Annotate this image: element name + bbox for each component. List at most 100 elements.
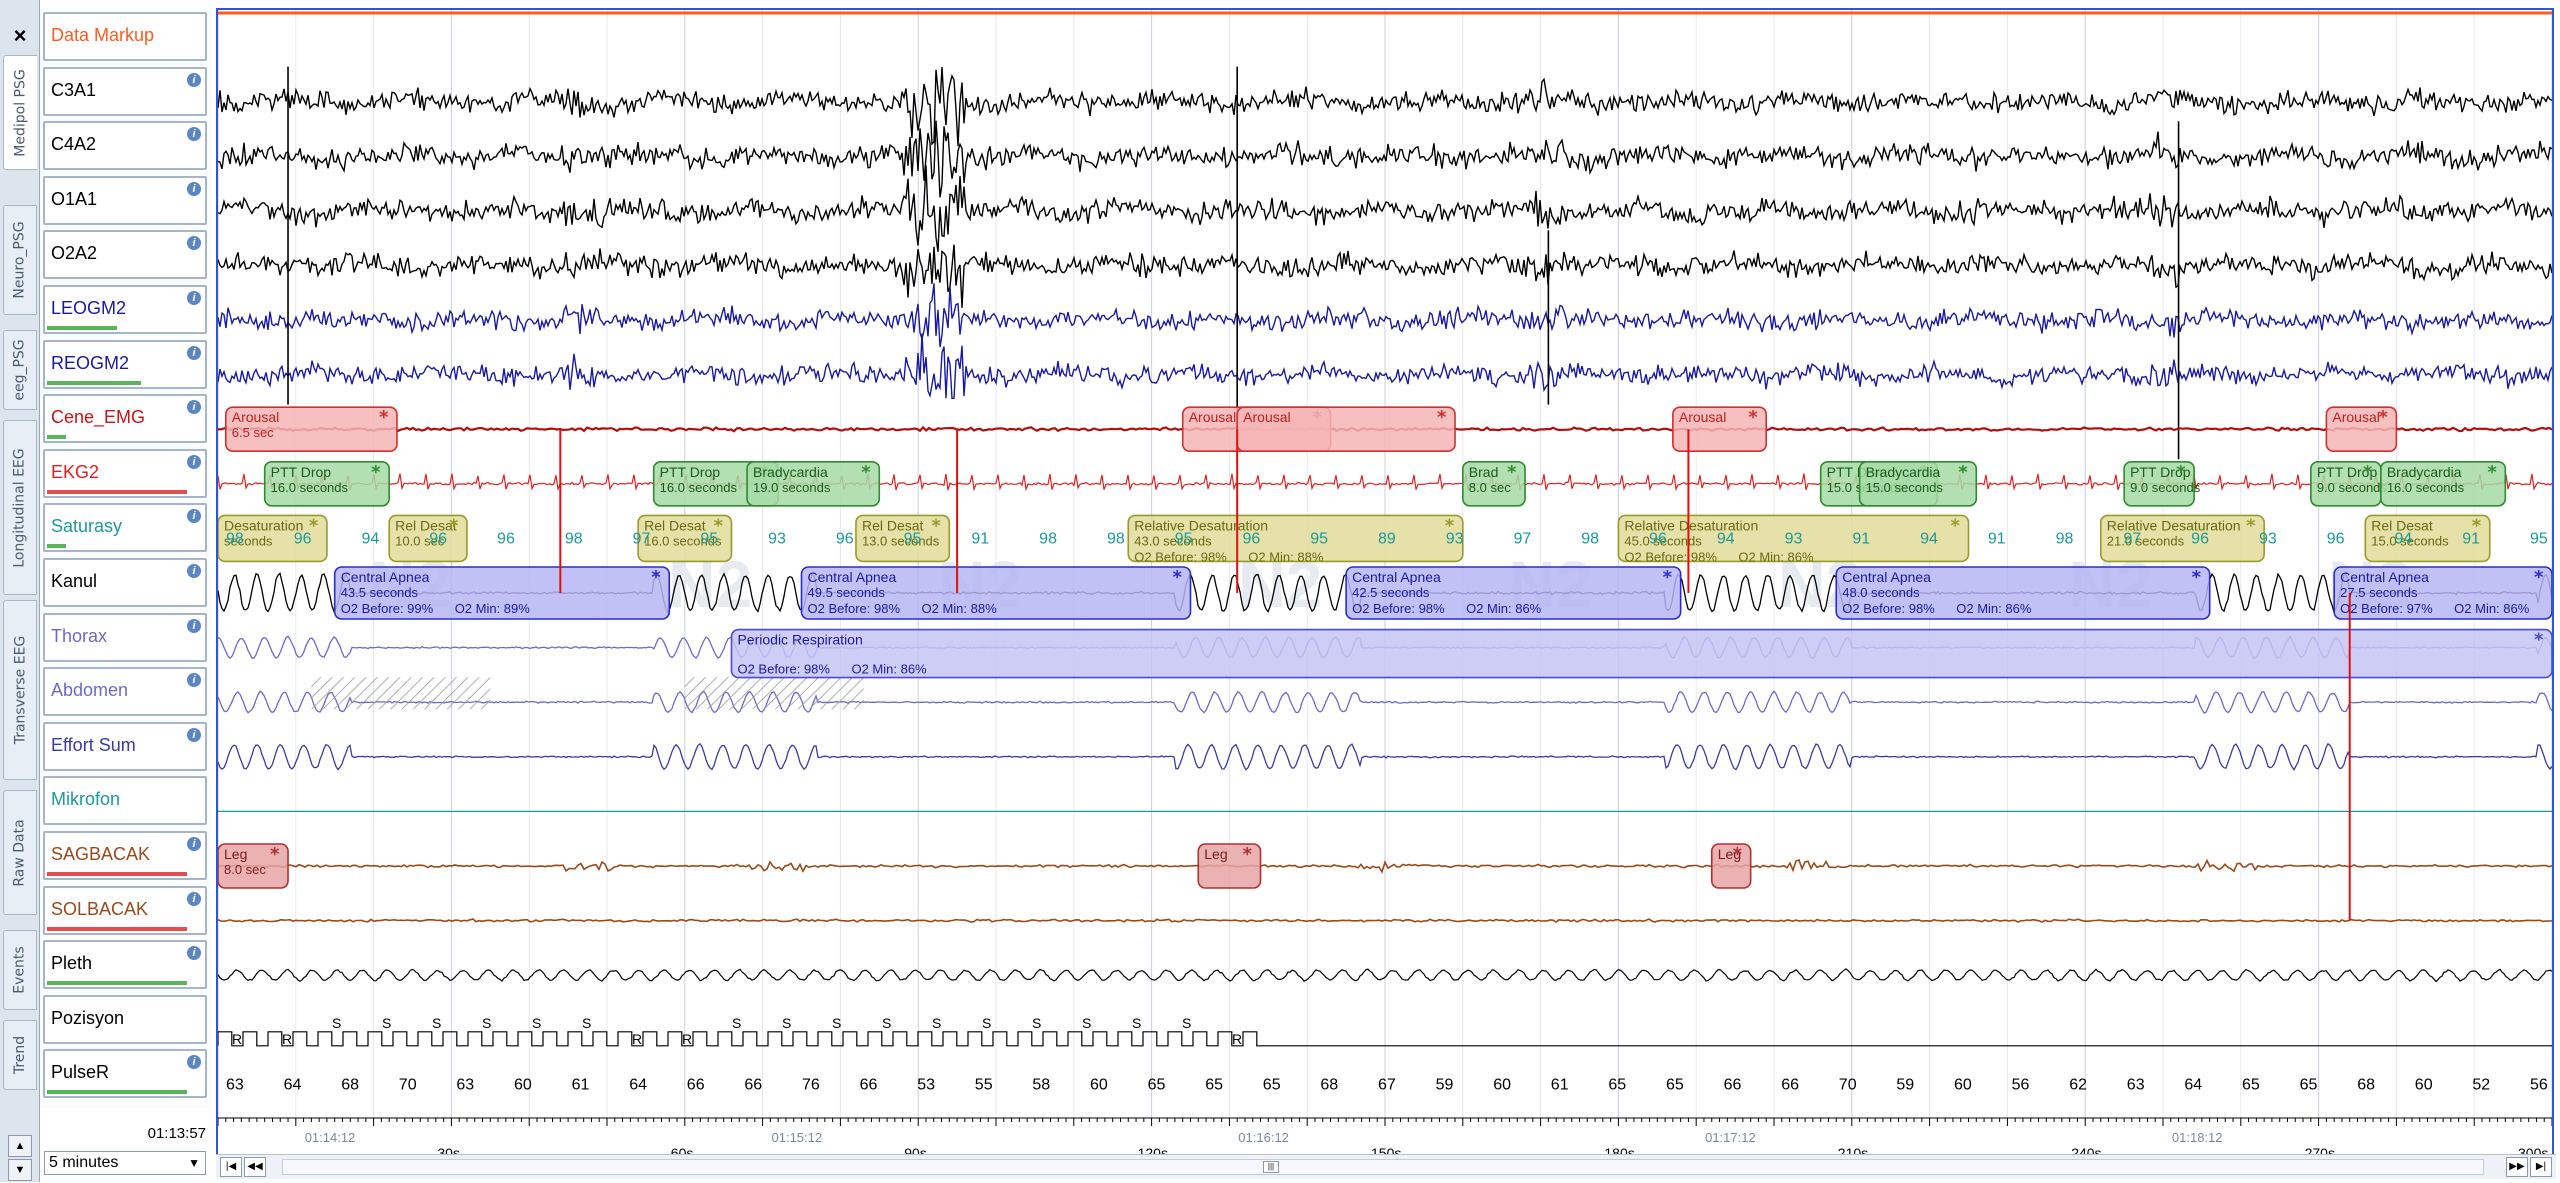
event-arousal[interactable]: Arousal* bbox=[2325, 406, 2398, 453]
info-icon[interactable]: i bbox=[187, 72, 201, 87]
time-scroll-thumb[interactable]: ||| bbox=[1263, 1161, 1279, 1173]
info-icon[interactable]: i bbox=[187, 127, 201, 142]
info-icon[interactable]: i bbox=[187, 1055, 201, 1070]
tab-transverse-eeg[interactable]: Transverse EEG bbox=[3, 600, 37, 780]
info-icon[interactable]: i bbox=[187, 291, 201, 305]
channel-label-cene-emg[interactable]: Cene_EMG i bbox=[43, 394, 207, 444]
info-icon[interactable]: i bbox=[187, 946, 201, 961]
event-box bbox=[1127, 514, 1464, 563]
scroll-down-icon[interactable]: ▼ bbox=[8, 1159, 32, 1181]
info-icon[interactable]: i bbox=[187, 400, 201, 415]
info-icon[interactable]: i bbox=[187, 181, 201, 196]
star-icon: * bbox=[449, 515, 459, 536]
info-icon[interactable]: i bbox=[187, 454, 201, 469]
close-icon[interactable]: × bbox=[13, 23, 27, 48]
channel-name: Saturasy bbox=[51, 516, 123, 537]
event-arousal[interactable]: Arousal* bbox=[1236, 406, 1456, 453]
tab-trend[interactable]: Trend bbox=[3, 1020, 37, 1090]
tab-raw-data[interactable]: Raw Data bbox=[3, 790, 37, 915]
channel-label-c3a1[interactable]: C3A1 i bbox=[43, 66, 207, 116]
event-box bbox=[800, 566, 1192, 620]
channel-label-thorax[interactable]: Thorax i bbox=[43, 612, 207, 662]
event-arousal[interactable]: Arousal* bbox=[1672, 406, 1768, 453]
channel-label-mikrofon[interactable]: Mikrofon bbox=[43, 776, 207, 826]
channel-scroll-buttons: ▲ ▼ bbox=[8, 1135, 32, 1183]
info-icon[interactable]: i bbox=[187, 837, 201, 851]
epoch-length-select[interactable]: 5 minutes ▼ bbox=[44, 1151, 206, 1175]
channel-label-effort-sum[interactable]: Effort Sum i bbox=[43, 721, 207, 771]
channel-label-data-markup[interactable]: Data Markup bbox=[43, 12, 207, 61]
channel-label-sagbacak[interactable]: SAGBACAK i bbox=[43, 831, 207, 880]
info-icon[interactable]: i bbox=[187, 891, 201, 906]
time-scrollbar[interactable]: ||| bbox=[282, 1159, 2484, 1175]
info-icon[interactable]: i bbox=[187, 236, 201, 251]
channel-label-leogm2[interactable]: LEOGM2 i bbox=[43, 285, 207, 334]
channel-label-c4a2[interactable]: C4A2 i bbox=[43, 121, 207, 171]
signal-area[interactable]: N2N2N2N2N2N2N2N2Arousal6.5 sec*Arousal*A… bbox=[216, 8, 2554, 1165]
pulse-value: 55 bbox=[975, 1076, 993, 1093]
previous-page-button[interactable]: ◀◀ bbox=[244, 1157, 266, 1177]
info-icon[interactable]: i bbox=[187, 564, 201, 578]
channel-label-pulser[interactable]: PulseR i bbox=[43, 1049, 207, 1099]
tab-events[interactable]: Events bbox=[3, 930, 37, 1010]
channel-label-o2a2[interactable]: O2A2 i bbox=[43, 230, 207, 280]
tab-longitudinal-eeg[interactable]: Longitudinal EEG bbox=[3, 420, 37, 595]
pulse-value: 60 bbox=[2415, 1076, 2433, 1093]
info-icon[interactable]: i bbox=[187, 345, 201, 360]
event-leg[interactable]: Leg* bbox=[1710, 843, 1752, 889]
channel-label-saturasy[interactable]: Saturasy i bbox=[43, 503, 207, 553]
signal-quality-bar bbox=[47, 1090, 187, 1095]
info-icon[interactable]: i bbox=[187, 727, 201, 742]
channel-label-solbacak[interactable]: SOLBACAK i bbox=[43, 885, 207, 935]
channel-label-ekg2[interactable]: EKG2 i bbox=[43, 448, 207, 498]
event-box bbox=[746, 460, 881, 507]
tab-eeg-psg[interactable]: eeg_PSG bbox=[3, 330, 37, 410]
event-periodic[interactable]: Periodic Respiration O2 Before: 98% O2 Min… bbox=[730, 628, 2552, 679]
tab-label: Raw Data bbox=[12, 818, 29, 887]
tab-medipol-psg[interactable]: Medipol PSG bbox=[3, 55, 37, 170]
channel-label-reogm2[interactable]: REOGM2 i bbox=[43, 339, 207, 389]
event-box bbox=[333, 566, 671, 620]
scroll-up-icon[interactable]: ▲ bbox=[8, 1135, 32, 1157]
info-icon[interactable]: i bbox=[187, 618, 201, 633]
event-leg[interactable]: Leg* bbox=[1197, 843, 1262, 889]
star-icon: * bbox=[2487, 462, 2497, 483]
position-mark: R bbox=[1232, 1031, 1242, 1047]
info-icon[interactable]: i bbox=[187, 509, 201, 524]
signal-canvas[interactable]: N2N2N2N2N2N2N2N2Arousal6.5 sec*Arousal*A… bbox=[218, 10, 2552, 1163]
channel-label-pozisyon[interactable]: Pozisyon bbox=[43, 994, 207, 1044]
signal-quality-bar bbox=[47, 872, 187, 876]
first-page-button[interactable]: |◀ bbox=[220, 1157, 242, 1177]
channel-label-abdomen[interactable]: Abdomen i bbox=[43, 667, 207, 717]
channel-label-kanul[interactable]: Kanul i bbox=[43, 558, 207, 607]
info-icon[interactable]: i bbox=[187, 673, 201, 688]
next-page-button[interactable]: ▶▶ bbox=[2506, 1157, 2528, 1177]
last-page-button[interactable]: ▶| bbox=[2530, 1157, 2552, 1177]
channel-label-o1a1[interactable]: O1A1 i bbox=[43, 175, 207, 225]
saturation-value: 95 bbox=[1310, 530, 1328, 547]
tab-neuro-psg[interactable]: Neuro_PSG bbox=[3, 205, 37, 315]
channel-label-pleth[interactable]: Pleth i bbox=[43, 940, 207, 990]
